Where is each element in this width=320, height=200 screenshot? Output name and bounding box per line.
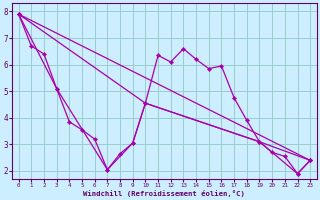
- X-axis label: Windchill (Refroidissement éolien,°C): Windchill (Refroidissement éolien,°C): [84, 190, 245, 197]
